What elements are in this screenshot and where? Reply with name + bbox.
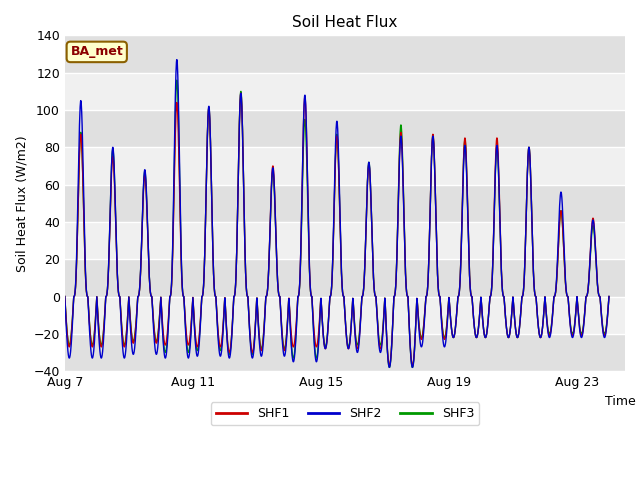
Bar <box>65 185 625 222</box>
SHF1 <box>172 140 179 145</box>
Bar <box>65 334 625 371</box>
SHF2 <box>360 278 368 284</box>
SHF2 <box>104 286 111 291</box>
SHF1 <box>408 362 416 368</box>
Text: BA_met: BA_met <box>70 46 123 59</box>
Bar <box>65 110 625 147</box>
SHF1 <box>225 346 232 351</box>
SHF1 <box>237 90 244 96</box>
SHF1 <box>360 278 368 284</box>
X-axis label: Time: Time <box>605 395 636 408</box>
SHF3 <box>61 294 68 300</box>
SHF2 <box>408 364 416 370</box>
SHF3 <box>225 349 232 355</box>
SHF3 <box>173 77 180 83</box>
SHF2 <box>490 218 498 224</box>
Legend: SHF1, SHF2, SHF3: SHF1, SHF2, SHF3 <box>211 402 479 425</box>
SHF3 <box>172 122 179 128</box>
Y-axis label: Soil Heat Flux (W/m2): Soil Heat Flux (W/m2) <box>15 135 28 272</box>
Title: Soil Heat Flux: Soil Heat Flux <box>292 15 397 30</box>
SHF3 <box>179 287 186 293</box>
SHF2 <box>61 294 68 300</box>
SHF2 <box>605 294 613 300</box>
SHF2 <box>172 106 179 111</box>
SHF1 <box>61 294 68 300</box>
Bar <box>65 259 625 297</box>
SHF3 <box>490 219 498 225</box>
SHF3 <box>408 364 416 370</box>
SHF1 <box>179 285 186 290</box>
SHF1 <box>605 294 613 300</box>
Line: SHF3: SHF3 <box>65 80 609 367</box>
Bar <box>65 36 625 72</box>
Line: SHF2: SHF2 <box>65 60 609 367</box>
SHF2 <box>179 286 186 292</box>
SHF3 <box>605 294 613 300</box>
SHF2 <box>225 352 232 358</box>
SHF1 <box>104 286 111 292</box>
SHF1 <box>490 215 498 220</box>
Line: SHF1: SHF1 <box>65 93 609 365</box>
SHF2 <box>173 57 180 62</box>
SHF3 <box>360 278 368 284</box>
SHF3 <box>104 286 111 291</box>
